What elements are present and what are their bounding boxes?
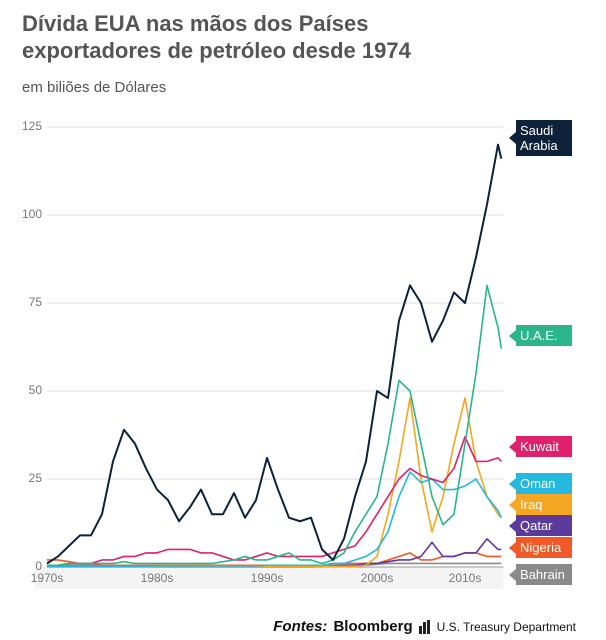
- x-tick-label: 1980s: [141, 571, 174, 585]
- source: Fontes: Bloomberg U.S. Treasury Departme…: [273, 618, 576, 635]
- y-tick-label: 100: [22, 207, 42, 221]
- chart-subtitle: em biliões de Dólares: [22, 79, 167, 96]
- series-line: [46, 143, 503, 565]
- icon: [418, 619, 430, 634]
- x-tick-label: 2000s: [361, 571, 394, 585]
- series-line: [47, 397, 502, 568]
- y-tick-label: 25: [29, 471, 43, 485]
- x-axis-band: [35, 567, 504, 589]
- legend-label: Iraq: [509, 494, 572, 515]
- source-item: U.S. Treasury Department: [436, 619, 576, 634]
- x-tick-label: 1970s: [31, 571, 64, 585]
- y-tick-label: 0: [35, 559, 42, 573]
- source-item: Bloomberg: [333, 618, 413, 635]
- legend-label: Qatar: [509, 515, 572, 536]
- series-line: [47, 284, 503, 567]
- y-tick-label: 75: [29, 295, 43, 309]
- x-tick-label: 2010s: [449, 571, 482, 585]
- legend-label: Saudi Arabia: [509, 120, 572, 156]
- legend-label: Bahrain: [509, 564, 572, 585]
- x-tick-label: 1990s: [251, 571, 284, 585]
- source-label: Fontes:: [273, 618, 328, 635]
- legend-label: Nigeria: [509, 537, 572, 558]
- legend-label: U.A.E.: [509, 325, 572, 346]
- chart-title: Dívida EUA nas mãos dos Países exportado…: [22, 11, 411, 63]
- y-tick-label: 125: [22, 119, 42, 133]
- legend-label: Kuwait: [509, 436, 572, 457]
- legend-label: Oman: [509, 473, 572, 494]
- series-line: [47, 471, 503, 568]
- y-tick-label: 50: [29, 383, 43, 397]
